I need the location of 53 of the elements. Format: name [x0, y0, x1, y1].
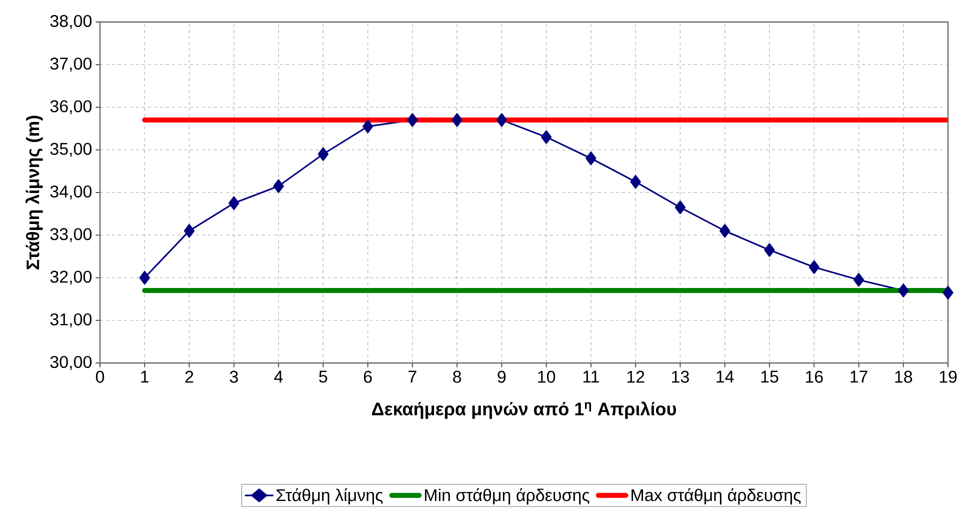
point [898, 284, 909, 298]
x-tick-label: 19 [940, 370, 957, 383]
x-tick-label: 13 [672, 370, 689, 383]
point [362, 120, 374, 134]
x-axis-title: Δεκαήμερα μηνών από 1$^{η}$ Απριλίου [372, 402, 676, 419]
x-tick-label: 6 [364, 370, 372, 383]
point [139, 270, 150, 285]
x-tick-label: 18 [895, 370, 912, 383]
x-tick-label: 4 [274, 370, 283, 382]
y-tick-label: 35,00 [50, 142, 92, 157]
point [764, 243, 775, 257]
point [720, 224, 730, 238]
y-tick-label: 37,00 [50, 58, 92, 72]
y-tick-label: 33,00 [50, 228, 92, 242]
x-tick-label: 16 [806, 370, 823, 383]
x-tick-label: 1 [141, 370, 149, 382]
point [853, 273, 864, 287]
point [452, 113, 462, 127]
x-tick-label: 7 [408, 370, 416, 382]
point [674, 200, 686, 214]
y-tick-label: 36,00 [50, 100, 92, 114]
point [808, 260, 820, 274]
x-tick-label: 2 [185, 370, 194, 383]
y-tick-label: 31,00 [50, 313, 92, 328]
x-tick-label: 12 [627, 370, 644, 383]
x-tick-label: 5 [319, 370, 328, 383]
x-tick-label: 17 [850, 370, 868, 382]
y-tick-label: 34,00 [50, 185, 92, 200]
x-tick-label: 10 [538, 370, 556, 383]
x-tick-label: 8 [453, 370, 462, 383]
point [318, 147, 328, 161]
legend-label: Min στάθμη άρδευσης [425, 488, 590, 505]
point [630, 175, 641, 189]
y-axis-title: Στάθμη λίμνης (m) [26, 116, 43, 270]
legend-label: Στάθμη λίμνης [276, 488, 383, 505]
y-tick-label: 32,00 [50, 270, 92, 285]
point [541, 130, 552, 144]
point [184, 224, 195, 238]
point [273, 179, 284, 193]
y-tick-label: 30,00 [50, 356, 92, 370]
point [496, 113, 507, 127]
x-tick-label: 0 [96, 370, 104, 383]
x-tick-label: 11 [583, 370, 599, 382]
point [228, 196, 240, 210]
point [586, 152, 596, 166]
x-tick-label: 3 [230, 370, 238, 383]
x-tick-label: 14 [716, 370, 734, 382]
legend-label: Max στάθμη άρδευσης [632, 488, 801, 505]
x-tick-label: 15 [761, 370, 778, 383]
x-tick-label: 9 [498, 370, 506, 383]
point [942, 286, 954, 300]
y-tick-label: 38,00 [50, 14, 92, 30]
point [407, 113, 418, 127]
